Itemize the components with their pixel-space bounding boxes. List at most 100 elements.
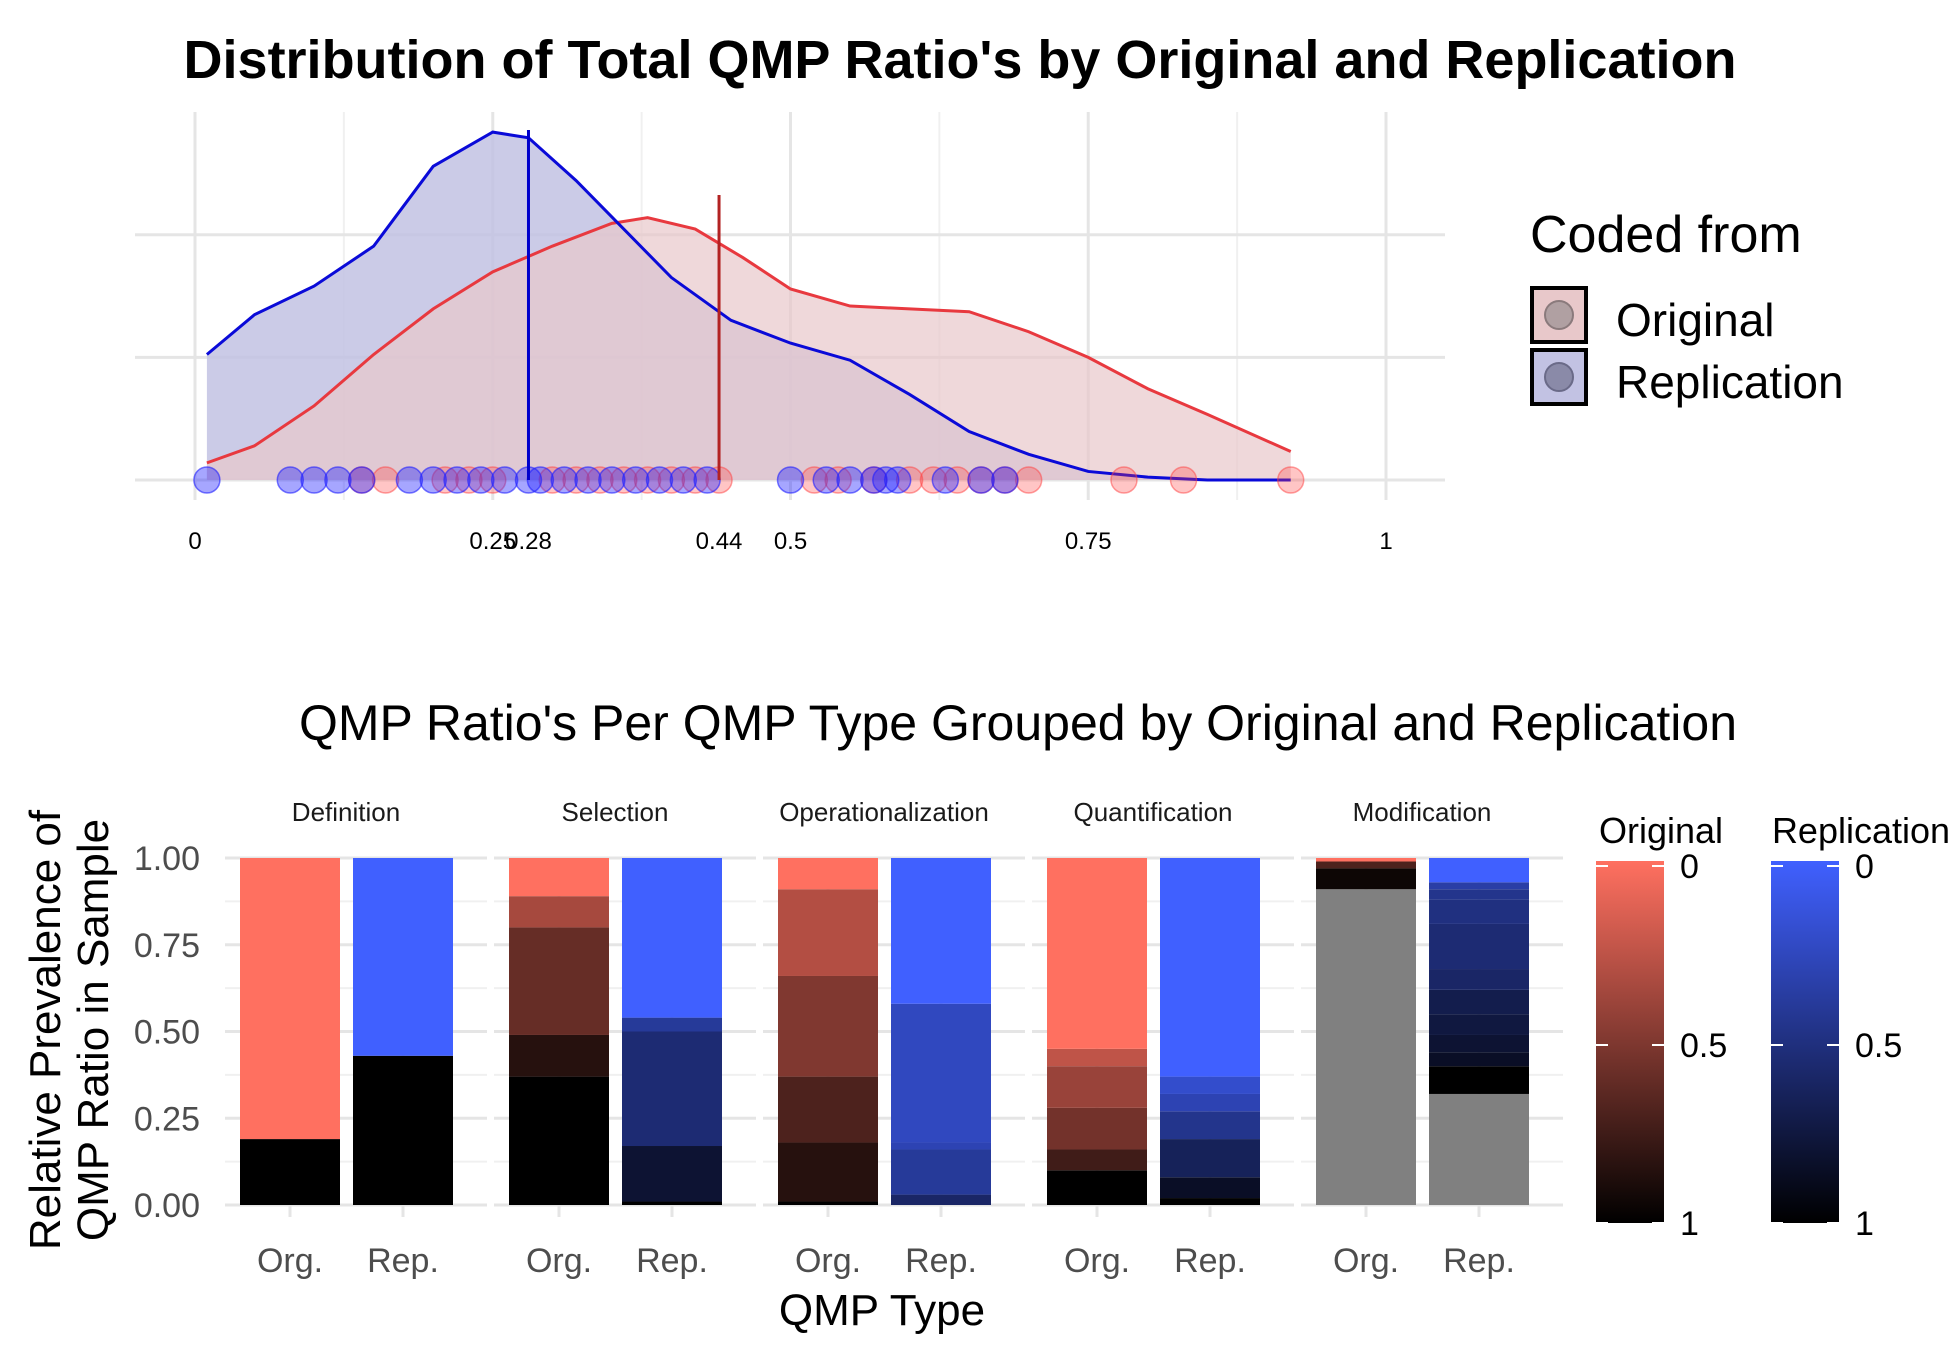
original-point bbox=[919, 466, 948, 494]
facet-selection: Selection Org. Rep. bbox=[494, 797, 756, 1280]
y-axis-title-line: QMP Ratio in Sample bbox=[69, 819, 118, 1241]
rep-bar-segment bbox=[891, 1194, 991, 1205]
replication-point bbox=[574, 466, 602, 494]
original-point bbox=[895, 466, 924, 494]
replication-point bbox=[645, 466, 674, 494]
colorbar-tick-label: 0 bbox=[1855, 848, 1874, 886]
rep-bar-segment bbox=[1429, 899, 1529, 924]
org-bar-segment bbox=[509, 927, 609, 1035]
density-x-tick-label: 1 bbox=[1379, 528, 1392, 555]
y-tick-label: 0.25 bbox=[134, 1100, 200, 1138]
rep-bar-segment bbox=[1429, 1052, 1529, 1067]
original-point bbox=[586, 466, 614, 494]
rep-bar-segment bbox=[1160, 858, 1260, 1077]
density-x-tick-label: 0.28 bbox=[505, 528, 552, 555]
org-bar-segment bbox=[509, 1034, 609, 1077]
rep-bar-segment bbox=[1160, 1198, 1260, 1205]
replication-point bbox=[526, 466, 555, 494]
density-x-tick-label: 0.75 bbox=[1065, 528, 1112, 555]
replication-point bbox=[621, 466, 650, 494]
legend-key-original bbox=[1530, 286, 1588, 344]
y-tick-label: 0.00 bbox=[134, 1187, 200, 1225]
org-bar-segment bbox=[240, 1139, 340, 1205]
density-areas bbox=[205, 130, 1292, 482]
org-bar-segment bbox=[1047, 1170, 1147, 1205]
original-point bbox=[371, 466, 400, 494]
rep-bar-segment bbox=[1429, 1066, 1529, 1094]
original-point bbox=[657, 466, 686, 494]
colorbar-title: Replication bbox=[1772, 810, 1950, 851]
org-bar-segment bbox=[509, 1076, 609, 1205]
y-tick-label: 0.75 bbox=[134, 927, 200, 965]
original-point bbox=[1014, 466, 1043, 494]
original-point bbox=[943, 466, 971, 494]
rep-bar-segment bbox=[1160, 1111, 1260, 1140]
original-point bbox=[1276, 466, 1305, 494]
x-category-label: Rep. bbox=[1174, 1242, 1246, 1280]
legend-point-original bbox=[1544, 300, 1574, 330]
original-density-area bbox=[206, 217, 1291, 480]
colorbar-tick-label: 0.5 bbox=[1680, 1027, 1727, 1065]
colorbar-gradient bbox=[1771, 861, 1839, 1223]
org-bar-segment bbox=[509, 896, 609, 928]
x-category-label: Org. bbox=[1064, 1242, 1130, 1280]
original-point bbox=[431, 466, 459, 494]
facet-strip-label: Selection bbox=[562, 797, 669, 827]
replication-point bbox=[967, 466, 995, 494]
y-tick-label: 1.00 bbox=[134, 840, 200, 878]
org-bar-segment bbox=[1047, 1149, 1147, 1171]
replication-point bbox=[883, 466, 912, 494]
y-axis-ticks: 0.00 0.25 0.50 0.75 1.00 bbox=[134, 840, 200, 1225]
replication-point bbox=[860, 466, 888, 494]
x-category-label: Org. bbox=[795, 1242, 861, 1280]
org-bar-segment bbox=[1047, 1048, 1147, 1067]
rep-bar-segment bbox=[1429, 989, 1529, 1015]
density-mean-lines bbox=[526, 130, 721, 480]
original-point bbox=[455, 466, 483, 494]
x-category-label: Rep. bbox=[1443, 1242, 1515, 1280]
original-point bbox=[1169, 466, 1198, 494]
replication-point bbox=[347, 466, 376, 494]
rep-bar-segment bbox=[891, 1149, 991, 1195]
rep-bar-segment bbox=[891, 1003, 991, 1143]
facet-strip-label: Definition bbox=[292, 797, 400, 827]
rep-bar-segment bbox=[1429, 923, 1529, 970]
replication-point bbox=[776, 466, 805, 494]
facet-operationalization: Operationalization Org. Rep. bbox=[763, 797, 1025, 1280]
x-category-label: Org. bbox=[1333, 1242, 1399, 1280]
rep-bar-segment bbox=[353, 858, 453, 1056]
rep-bar-segment bbox=[1160, 1076, 1260, 1094]
original-point bbox=[610, 466, 638, 494]
x-axis-title: QMP Type bbox=[779, 1286, 985, 1335]
replication-point bbox=[598, 466, 626, 494]
density-legend: Coded from Original Replication bbox=[1530, 206, 1844, 408]
replication-point bbox=[836, 466, 864, 494]
replication-point bbox=[550, 466, 578, 494]
rep-bar-segment bbox=[1429, 1093, 1529, 1205]
original-point bbox=[800, 466, 829, 494]
rep-bar-segment bbox=[353, 1055, 453, 1205]
stacked-bar-panel: QMP Ratio's Per QMP Type Grouped by Orig… bbox=[21, 695, 1950, 1335]
stacked-chart-title: QMP Ratio's Per QMP Type Grouped by Orig… bbox=[299, 695, 1737, 751]
replication-point bbox=[395, 466, 424, 494]
legend-label-original: Original bbox=[1616, 294, 1775, 346]
x-category-label: Rep. bbox=[367, 1242, 439, 1280]
rep-bar-segment bbox=[1429, 889, 1529, 900]
replication-point bbox=[812, 466, 840, 494]
replication-point bbox=[300, 466, 328, 494]
original-point bbox=[479, 466, 507, 494]
density-panel: Distribution of Total QMP Ratio's by Ori… bbox=[135, 30, 1844, 555]
colorbar-tick-label: 1 bbox=[1855, 1205, 1874, 1243]
org-bar-segment bbox=[778, 889, 878, 976]
org-bar-segment bbox=[1316, 858, 1416, 862]
replication-point bbox=[467, 466, 495, 494]
original-point bbox=[681, 466, 709, 494]
facet-definition: Definition Org. Rep. bbox=[225, 797, 487, 1280]
density-x-ticks: 0 0.250.28 0.44 0.5 0.75 1 bbox=[188, 528, 1392, 555]
org-bar-segment bbox=[778, 1201, 878, 1205]
facet-strip-label: Quantification bbox=[1074, 797, 1233, 827]
